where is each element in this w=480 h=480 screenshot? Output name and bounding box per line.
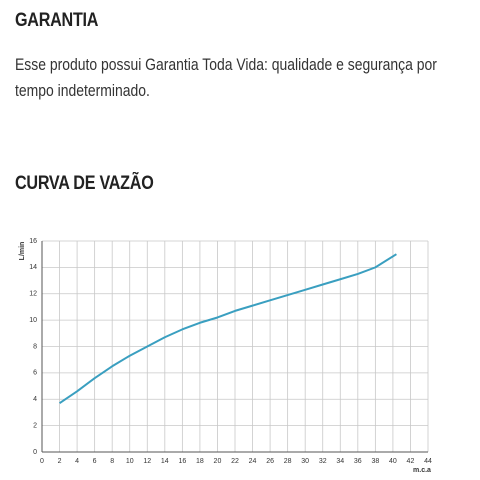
x-tick-label: 6	[93, 458, 97, 465]
x-tick-label: 24	[249, 458, 257, 465]
x-tick-label: 20	[214, 458, 222, 465]
y-axis-label: L/min	[19, 242, 26, 261]
x-tick-label: 14	[161, 458, 169, 465]
x-tick-label: 38	[371, 458, 379, 465]
x-tick-label: 16	[178, 458, 186, 465]
x-tick-label: 18	[196, 458, 204, 465]
y-tick-label: 6	[33, 370, 37, 377]
x-tick-label: 26	[266, 458, 274, 465]
y-tick-label: 10	[29, 317, 37, 324]
x-axis-label: m.c.a	[413, 467, 431, 474]
y-tick-label: 12	[29, 291, 37, 298]
x-tick-label: 28	[284, 458, 292, 465]
y-tick-label: 8	[33, 343, 37, 350]
curve-title: CURVA DE VAZÃO	[15, 173, 154, 194]
y-tick-label: 0	[33, 449, 37, 456]
x-tick-label: 4	[75, 458, 79, 465]
warranty-title: GARANTIA	[15, 10, 99, 31]
x-tick-label: 40	[389, 458, 397, 465]
x-tick-label: 2	[58, 458, 62, 465]
x-tick-label: 32	[319, 458, 327, 465]
x-tick-label: 34	[336, 458, 344, 465]
y-tick-label: 2	[33, 422, 37, 429]
warranty-text: Esse produto possui Garantia Toda Vida: …	[15, 55, 437, 100]
x-tick-label: 10	[126, 458, 134, 465]
y-tick-label: 4	[33, 396, 37, 403]
x-tick-label: 42	[407, 458, 415, 465]
y-tick-label: 14	[29, 264, 37, 271]
x-tick-label: 30	[301, 458, 309, 465]
x-tick-label: 44	[424, 458, 432, 465]
x-tick-label: 36	[354, 458, 362, 465]
x-tick-label: 0	[40, 458, 44, 465]
flow-curve	[58, 253, 397, 405]
y-tick-label: 16	[29, 238, 37, 245]
x-tick-label: 22	[231, 458, 239, 465]
x-tick-label: 8	[110, 458, 114, 465]
x-tick-label: 12	[143, 458, 151, 465]
